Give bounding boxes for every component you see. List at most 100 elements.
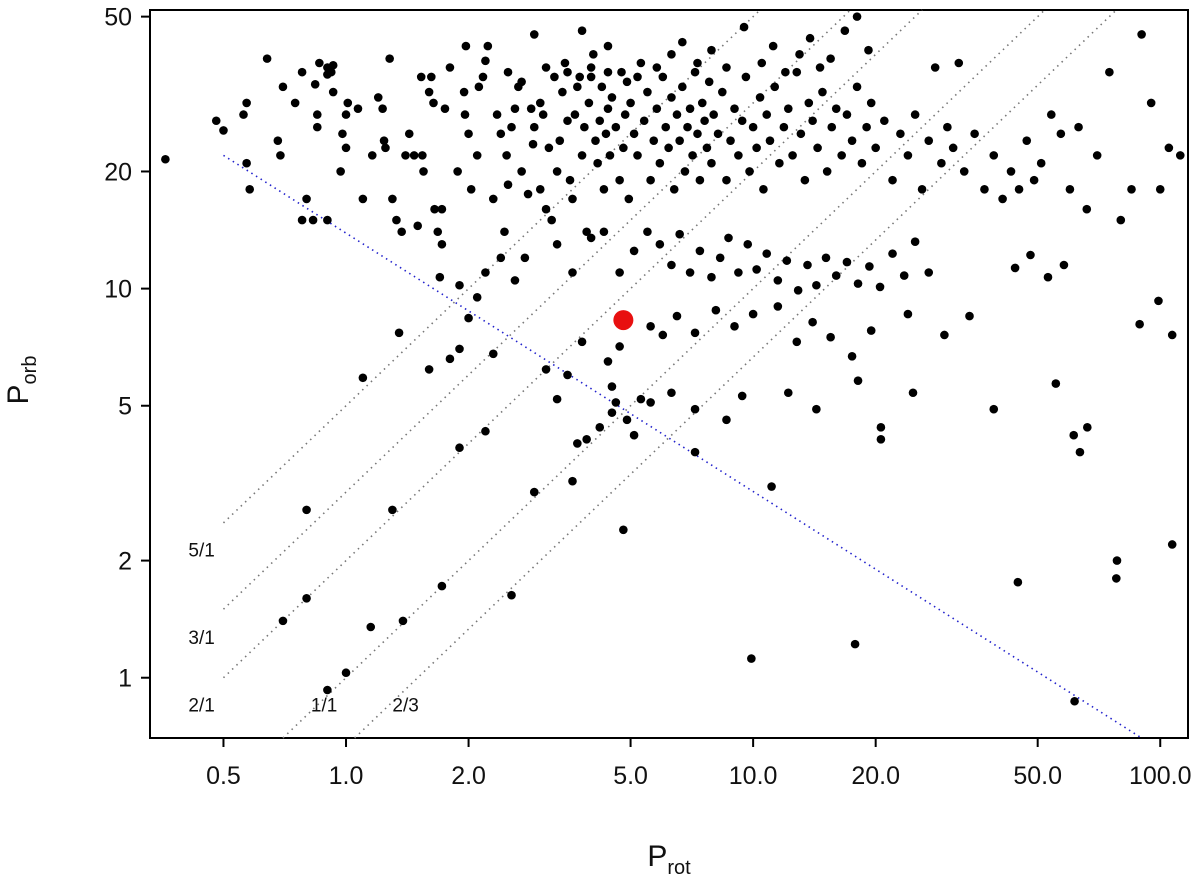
data-point	[1112, 556, 1122, 565]
data-point	[840, 26, 850, 36]
data-point	[722, 63, 731, 72]
data-point	[385, 54, 394, 63]
data-point	[781, 67, 790, 77]
data-point	[622, 77, 632, 87]
data-point	[379, 136, 389, 145]
data-point	[646, 322, 655, 331]
data-point	[747, 654, 756, 663]
reference-line-path	[223, 154, 1143, 739]
data-point	[626, 98, 635, 108]
data-point	[924, 136, 934, 145]
ratio-label: 5/1	[188, 540, 214, 561]
data-point	[667, 93, 676, 102]
data-point	[1006, 167, 1016, 176]
data-point	[597, 82, 607, 92]
data-point	[739, 22, 749, 32]
data-point	[1112, 574, 1121, 583]
data-point	[488, 194, 498, 204]
x-tick-label: 100.0	[1129, 762, 1192, 790]
ratio-label: 2/3	[392, 695, 418, 716]
data-point	[568, 268, 577, 277]
data-point	[273, 136, 283, 145]
data-point	[737, 116, 747, 126]
data-point	[767, 482, 776, 491]
data-point	[646, 398, 655, 407]
data-point	[1164, 143, 1174, 153]
data-point	[847, 136, 857, 145]
data-point	[589, 50, 598, 59]
data-point	[367, 151, 377, 160]
data-point	[404, 129, 414, 139]
data-point	[989, 151, 999, 160]
data-point	[615, 342, 624, 351]
data-point	[667, 50, 676, 59]
data-point	[541, 365, 551, 374]
data-point	[800, 175, 810, 185]
data-point	[615, 268, 624, 277]
data-point	[695, 246, 705, 256]
data-point	[502, 151, 511, 160]
data-point	[752, 143, 761, 153]
data-point	[773, 302, 783, 311]
data-point	[617, 67, 626, 77]
data-point	[658, 72, 668, 82]
x-axis-title-sub: rot	[667, 857, 691, 879]
data-point	[595, 116, 605, 126]
data-point	[622, 415, 632, 425]
data-point	[1043, 272, 1053, 282]
data-point	[815, 63, 825, 72]
data-point	[278, 616, 288, 626]
data-point	[773, 276, 783, 285]
data-point	[1036, 158, 1046, 168]
data-point	[709, 110, 718, 119]
data-point	[620, 110, 630, 119]
data-point	[460, 110, 470, 119]
data-point	[888, 175, 897, 185]
data-point	[793, 286, 803, 295]
data-point	[857, 158, 867, 168]
data-point	[804, 98, 814, 108]
data-points	[161, 12, 1185, 706]
data-point	[373, 93, 383, 102]
data-point	[577, 26, 587, 36]
data-point	[1092, 151, 1102, 160]
data-point	[577, 151, 587, 160]
data-point	[865, 262, 874, 271]
data-point	[707, 45, 716, 55]
data-point	[607, 382, 617, 391]
data-point	[440, 104, 450, 113]
data-point	[831, 104, 841, 113]
x-tick-label: 2.0	[451, 762, 486, 790]
y-tick-label: 1	[118, 665, 132, 693]
data-point	[312, 122, 322, 132]
data-point	[239, 110, 248, 119]
data-point	[795, 50, 804, 59]
ratio-line	[222, 9, 851, 610]
data-point	[538, 110, 548, 119]
data-point	[584, 98, 594, 108]
data-point	[1046, 110, 1056, 119]
data-point	[611, 398, 621, 407]
data-point	[1146, 98, 1156, 108]
data-point	[937, 158, 946, 168]
data-point	[580, 122, 589, 132]
data-point	[323, 685, 332, 695]
data-point	[424, 87, 434, 97]
data-point	[853, 279, 863, 288]
data-point	[910, 237, 920, 246]
data-point	[745, 167, 754, 176]
data-point	[297, 215, 307, 225]
data-point	[541, 63, 551, 72]
data-point	[573, 439, 582, 448]
data-point	[603, 357, 613, 366]
data-point	[599, 184, 609, 194]
x-tick-label: 1.0	[329, 762, 364, 790]
data-point	[724, 233, 733, 243]
ratio-label: 2/1	[188, 695, 214, 716]
x-tick-label: 5.0	[613, 762, 648, 790]
data-point	[759, 184, 768, 194]
data-point	[328, 87, 338, 97]
data-point	[948, 143, 958, 153]
data-point	[472, 292, 482, 302]
data-point	[481, 56, 490, 66]
